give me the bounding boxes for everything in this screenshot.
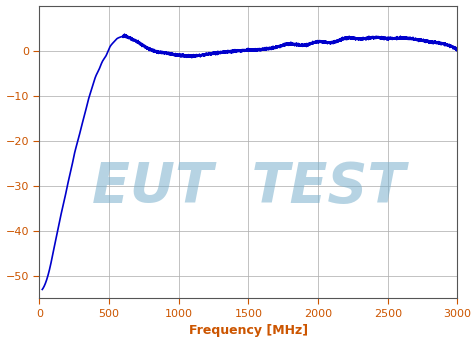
- X-axis label: Frequency [MHz]: Frequency [MHz]: [188, 324, 307, 338]
- Text: EUT  TEST: EUT TEST: [92, 160, 404, 214]
